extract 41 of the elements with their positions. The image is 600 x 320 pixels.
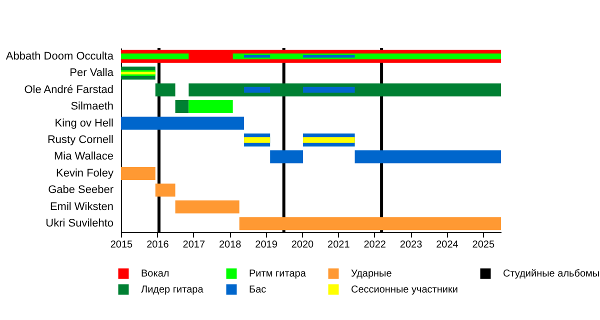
bar — [175, 100, 189, 114]
y-tick-label: Mia Wallace — [54, 150, 114, 163]
x-tick-label: 2025 — [472, 240, 495, 250]
y-tick-label: Ole André Farstad — [24, 84, 114, 96]
x-tick-label: 2023 — [400, 240, 423, 250]
y-tick-label: Gabe Seeber — [48, 184, 114, 196]
legend-label: Вокал — [141, 268, 170, 280]
y-tick-label: Abbath Doom Occulta — [6, 50, 114, 62]
bar — [239, 217, 501, 230]
x-tick-label: 2016 — [146, 240, 170, 250]
bar — [188, 83, 501, 96]
y-tick-label: Ukri Suvilehto — [46, 218, 114, 230]
bar — [175, 200, 240, 214]
bar — [244, 137, 270, 143]
x-tick-label: 2018 — [218, 240, 242, 250]
bar — [303, 137, 355, 143]
y-tick-label: Rusty Cornell — [47, 134, 114, 146]
legend-label: Сессионные участники — [351, 284, 458, 296]
legend-label: Студийные альбомы — [503, 268, 600, 280]
legend-label: Бас — [249, 284, 266, 296]
y-tick-label: Emil Wiksten — [50, 200, 114, 213]
bar — [270, 150, 304, 164]
legend-label: Лидер гитара — [141, 284, 204, 296]
x-tick-label: 2017 — [182, 240, 206, 250]
x-tick-label: 2019 — [255, 240, 278, 250]
x-tick-label: 2020 — [291, 240, 314, 250]
x-tick-label: 2021 — [328, 240, 350, 250]
y-tick-label: Silmaeth — [70, 100, 114, 113]
x-tick-label: 2022 — [364, 240, 386, 250]
bar — [155, 184, 176, 197]
bar — [155, 83, 176, 96]
bar — [121, 166, 156, 180]
bar — [121, 53, 189, 60]
x-tick-label: 2024 — [436, 240, 459, 250]
legend-label: Ритм гитара — [249, 268, 306, 280]
x-tick-label: 2015 — [110, 240, 134, 250]
bar — [121, 116, 244, 130]
y-tick-label: Kevin Foley — [56, 167, 114, 180]
legend-label: Ударные — [351, 268, 392, 280]
y-tick-label: King ov Hell — [54, 117, 114, 130]
y-tick-label: Per Valla — [70, 67, 114, 80]
